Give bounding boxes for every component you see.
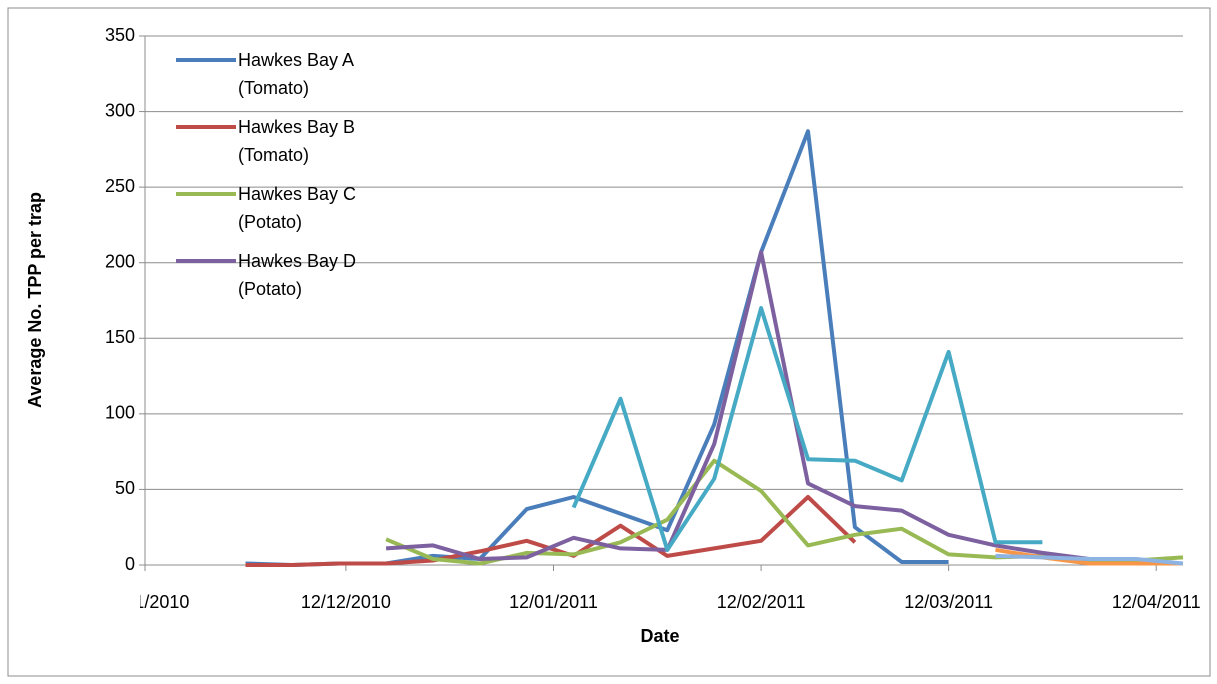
legend-label: Hawkes Bay C (Potato) <box>238 184 357 232</box>
y-tick-label: 250 <box>105 176 135 196</box>
y-tick-label: 200 <box>105 251 135 271</box>
x-axis-title: Date <box>640 626 679 646</box>
legend-entry: Hawkes Bay C (Potato) <box>176 180 376 247</box>
y-tick-label: 300 <box>105 100 135 120</box>
y-axis-title: Average No. TPP per trap <box>25 192 45 408</box>
x-tick-label: 12/01/2011 <box>509 592 598 612</box>
y-tick-label: 150 <box>105 327 135 347</box>
x-tick-label: 12/11/2010 <box>101 592 190 612</box>
series-line <box>995 553 1184 566</box>
legend-swatch <box>176 125 236 129</box>
x-tick-labels: 12/11/2010 12/12/2010 12/01/2011 12/02/2011… <box>101 592 1201 612</box>
x-tick-label: 12/03/2011 <box>904 592 993 612</box>
legend-label: Hawkes Bay D (Potato) <box>238 251 357 299</box>
x-tick-label: 12/04/2011 <box>1112 592 1201 612</box>
legend-swatch <box>176 259 236 263</box>
y-tick-label: 350 <box>105 25 135 45</box>
y-tick-label: 0 <box>125 554 135 574</box>
y-tick-label: 50 <box>115 478 135 498</box>
legend-entry: Hawkes Bay B (Tomato) <box>176 113 376 180</box>
legend-swatch <box>176 192 236 196</box>
x-tick-label: 12/02/2011 <box>717 592 806 612</box>
series-line <box>385 250 1090 561</box>
legend-entry: Hawkes Bay A (Tomato) <box>176 46 376 113</box>
legend-label: Hawkes Bay B (Tomato) <box>238 117 356 165</box>
legend-entry: Hawkes Bay D (Potato) <box>176 247 376 314</box>
x-tick-label: 12/12/2010 <box>301 592 391 612</box>
series-line <box>571 306 1043 552</box>
legend: Hawkes Bay A (Tomato) Hawkes Bay B (Tomat… <box>176 46 376 314</box>
y-tick-label: 100 <box>105 403 135 423</box>
legend-label: Hawkes Bay A (Tomato) <box>238 50 354 98</box>
legend-swatch <box>176 58 236 62</box>
